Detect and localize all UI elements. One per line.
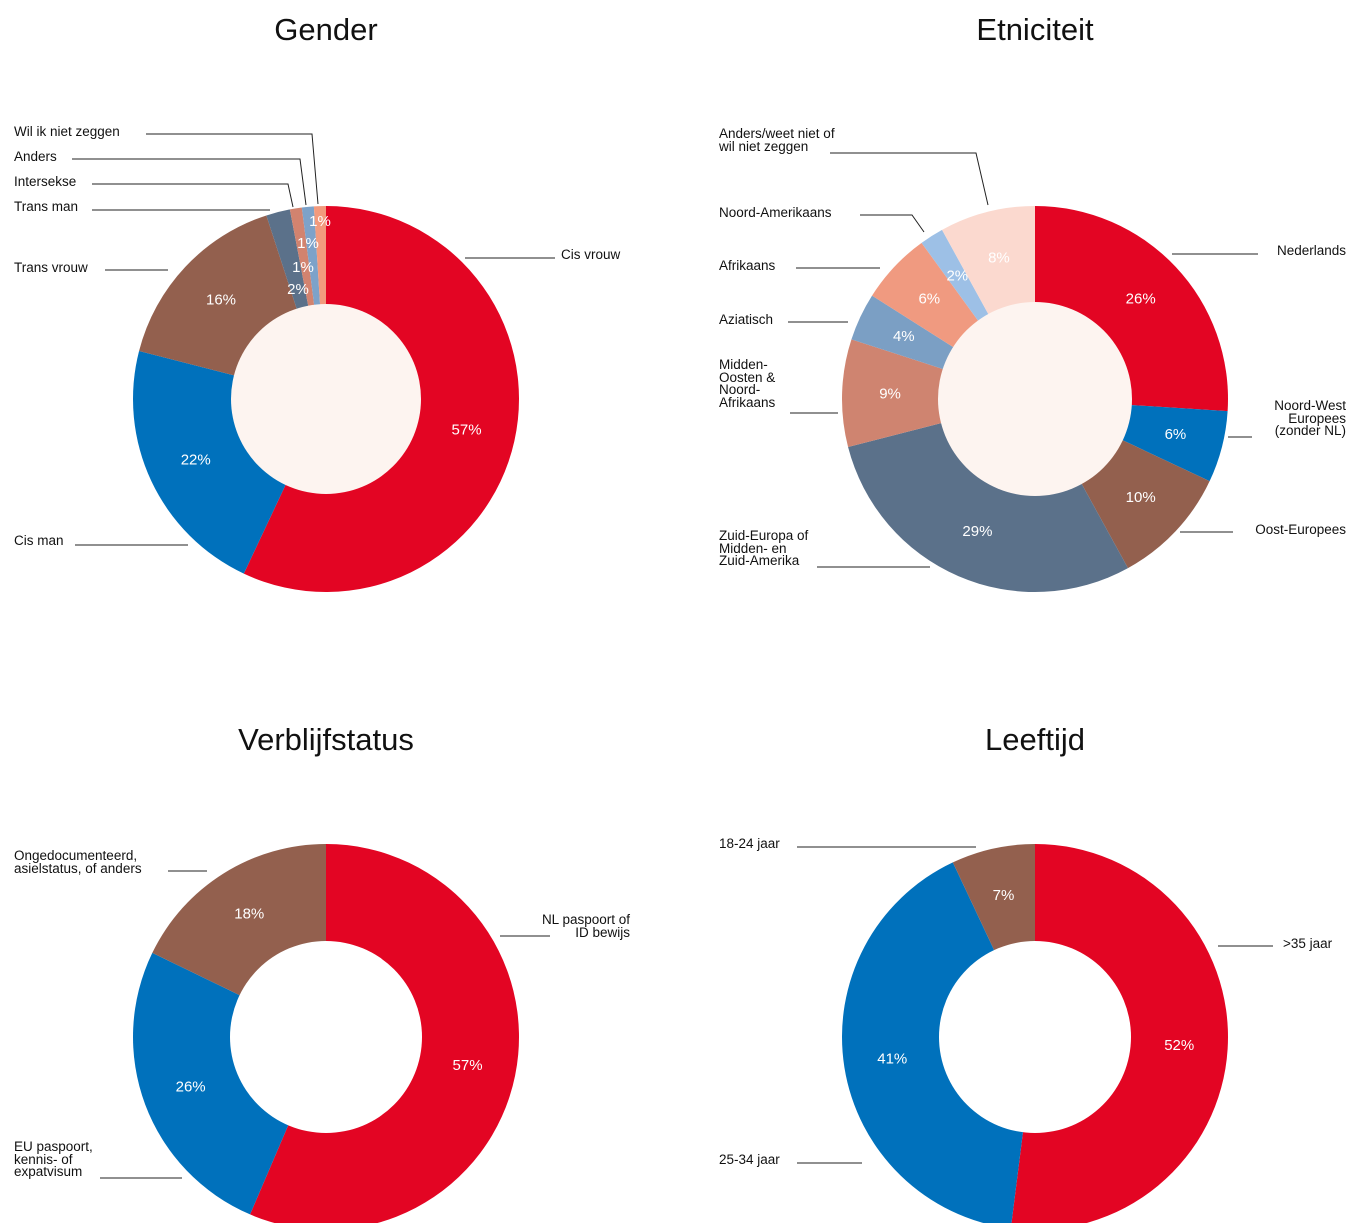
category-label: Oost-Europees — [1255, 522, 1346, 537]
value-label: 41% — [877, 1051, 907, 1068]
value-label: 26% — [176, 1079, 206, 1096]
donut-hole — [230, 941, 422, 1133]
value-label: 6% — [1165, 426, 1187, 443]
donut-hole — [938, 302, 1132, 496]
value-label: 4% — [893, 328, 915, 345]
value-label: 9% — [879, 385, 901, 402]
value-label: 10% — [1126, 489, 1156, 506]
leader-line — [860, 214, 925, 233]
category-label: Noord-West Europees (zonder NL) — [1274, 398, 1346, 438]
category-label: 18-24 jaar — [719, 836, 780, 851]
category-label: Noord-Amerikaans — [719, 205, 832, 220]
category-label: Trans man — [14, 199, 79, 214]
leader-line — [146, 133, 319, 205]
chart-title: Gender — [274, 12, 378, 47]
donut-hole — [939, 941, 1131, 1133]
slice — [842, 862, 1035, 1223]
leader-line — [830, 152, 989, 206]
value-label: 2% — [946, 268, 968, 285]
chart-title: Etniciteit — [976, 12, 1094, 47]
value-label: 2% — [287, 281, 309, 298]
value-label: 1% — [297, 235, 319, 252]
category-label: Ongedocumenteerd, asielstatus, of anders — [14, 848, 142, 876]
value-label: 16% — [206, 291, 236, 308]
value-label: 29% — [962, 523, 992, 540]
category-label: Afrikaans — [719, 258, 776, 273]
category-label: Cis man — [14, 533, 64, 548]
value-label: 1% — [292, 259, 314, 276]
value-label: 57% — [452, 421, 482, 438]
category-label: Aziatisch — [719, 312, 774, 327]
value-label: 1% — [309, 213, 331, 230]
value-label: 57% — [453, 1057, 483, 1074]
value-label: 26% — [1126, 291, 1156, 308]
chart-title: Leeftijd — [985, 722, 1085, 757]
value-label: 52% — [1164, 1037, 1194, 1054]
category-label: Intersekse — [14, 174, 77, 189]
category-label: Midden- Oosten & Noord- Afrikaans — [719, 357, 776, 410]
category-label: NL paspoort of ID bewijs — [541, 912, 630, 940]
leader-line — [92, 183, 294, 208]
donut-hole — [231, 304, 421, 494]
category-label: EU paspoort, kennis- of expatvisum — [14, 1139, 93, 1179]
category-label: >35 jaar — [1283, 936, 1333, 951]
value-label: 6% — [918, 291, 940, 308]
leader-line — [72, 158, 307, 206]
category-label: Anders — [14, 149, 57, 164]
value-label: 22% — [181, 451, 211, 468]
chart-title: Verblijfstatus — [238, 722, 414, 757]
category-label: Nederlands — [1276, 243, 1346, 258]
category-label: 25-34 jaar — [719, 1152, 780, 1167]
value-label: 18% — [234, 906, 264, 923]
category-label: Wil ik niet zeggen — [14, 124, 120, 139]
category-label: Trans vrouw — [14, 260, 88, 275]
category-label: Anders/weet niet of wil niet zeggen — [719, 126, 835, 154]
category-label: Cis vrouw — [561, 247, 621, 262]
value-label: 8% — [988, 250, 1010, 267]
value-label: 7% — [993, 887, 1015, 904]
category-label: Zuid-Europa of Midden- en Zuid-Amerika — [719, 528, 809, 568]
